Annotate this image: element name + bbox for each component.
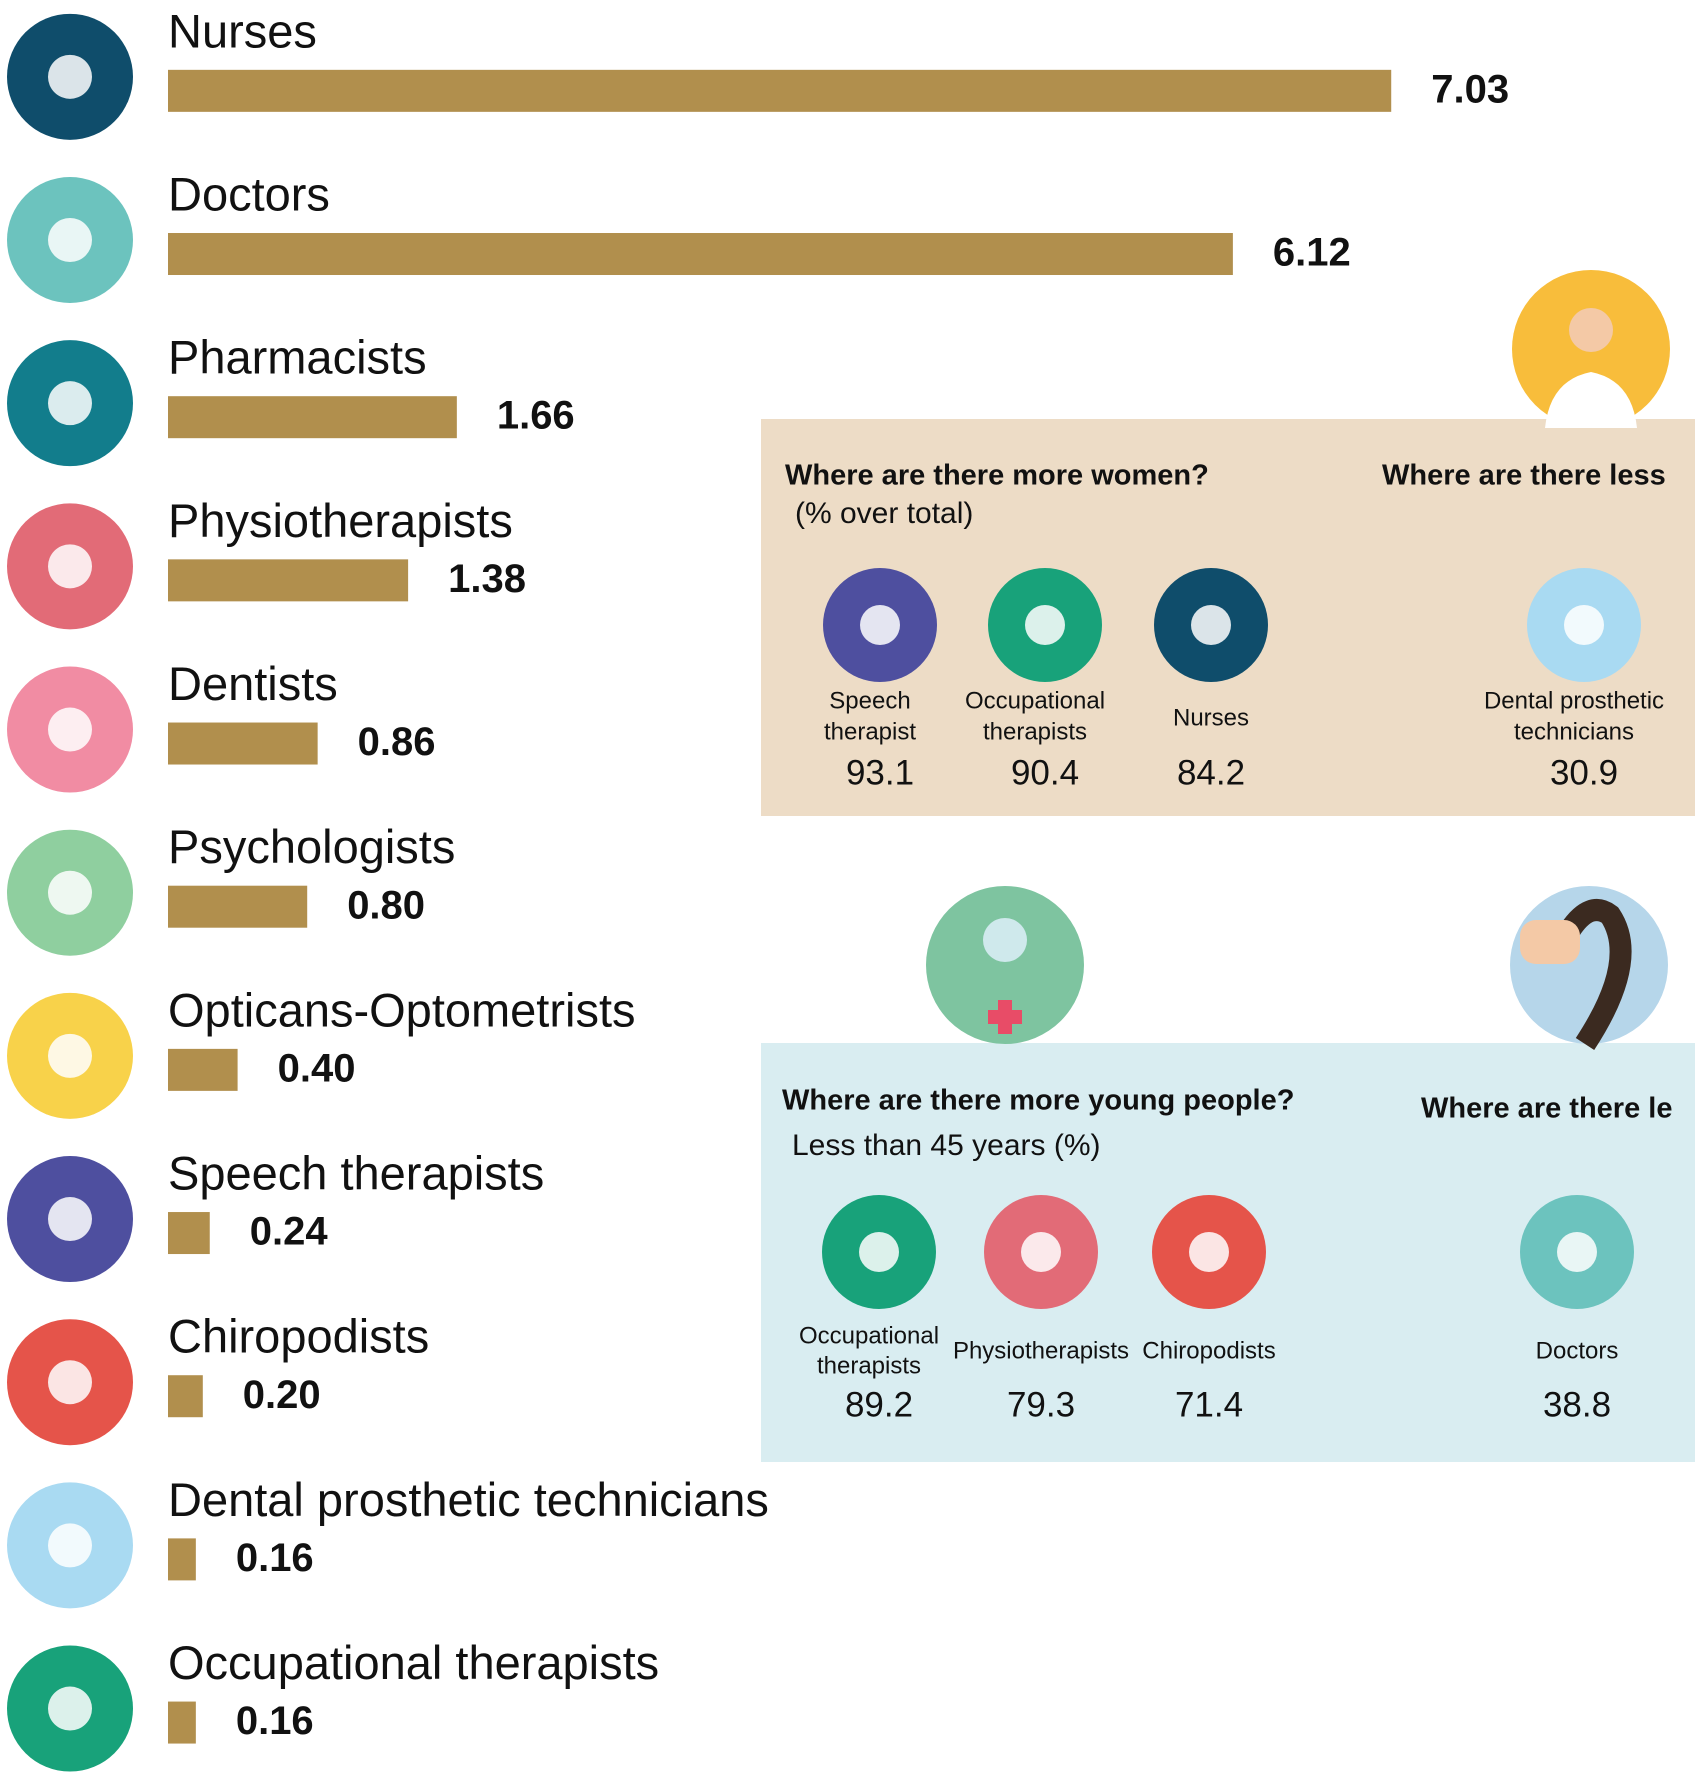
item-icon-glyph bbox=[1021, 1232, 1061, 1272]
item-icon-glyph bbox=[1564, 605, 1604, 645]
category-icon-glyph bbox=[48, 1523, 92, 1568]
item-label: Physiotherapists bbox=[953, 1337, 1129, 1364]
item-value: 89.2 bbox=[845, 1385, 913, 1424]
panel-title: Where are there le bbox=[1421, 1093, 1672, 1125]
bar bbox=[168, 885, 308, 928]
woman-icon-face bbox=[1569, 308, 1613, 352]
item-value: 90.4 bbox=[1011, 753, 1079, 792]
category-icon-glyph bbox=[48, 218, 92, 263]
item-value: 71.4 bbox=[1175, 1385, 1243, 1424]
category-label: Nurses bbox=[168, 4, 317, 57]
value-label: 0.20 bbox=[243, 1373, 321, 1417]
bar bbox=[168, 69, 1392, 112]
panel-title: Where are there less bbox=[1382, 460, 1666, 492]
woman-icon-coat bbox=[1545, 372, 1637, 428]
category-icon-glyph bbox=[48, 1197, 92, 1242]
value-label: 6.12 bbox=[1273, 231, 1351, 275]
value-label: 0.16 bbox=[236, 1536, 314, 1580]
item-label: Occupational bbox=[799, 1322, 939, 1349]
young-icon-cross bbox=[988, 1010, 1022, 1024]
category-label: Physiotherapists bbox=[168, 494, 513, 547]
item-label: Nurses bbox=[1173, 704, 1249, 731]
category-label: Pharmacists bbox=[168, 331, 427, 384]
category-icon-glyph bbox=[48, 544, 92, 589]
bar bbox=[168, 1212, 210, 1255]
item-label: Doctors bbox=[1536, 1337, 1619, 1364]
item-label: Dental prosthetic bbox=[1484, 687, 1664, 714]
item-value: 84.2 bbox=[1177, 753, 1245, 792]
category-label: Occupational therapists bbox=[168, 1636, 659, 1689]
item-label: therapists bbox=[817, 1352, 921, 1379]
panel-subtitle: Less than 45 years (%) bbox=[792, 1129, 1100, 1162]
category-icon-glyph bbox=[48, 54, 92, 99]
category-icon-glyph bbox=[48, 381, 92, 426]
item-label: Occupational bbox=[965, 687, 1105, 714]
item-value: 38.8 bbox=[1543, 1385, 1611, 1424]
old-icon-cane bbox=[1560, 899, 1632, 1051]
category-icon-glyph bbox=[48, 1360, 92, 1405]
category-icon-glyph bbox=[48, 1033, 92, 1078]
value-label: 1.38 bbox=[448, 557, 526, 601]
category-label: Psychologists bbox=[168, 820, 455, 873]
young-icon-head bbox=[983, 918, 1027, 962]
item-value: 93.1 bbox=[846, 753, 914, 792]
item-value: 30.9 bbox=[1550, 753, 1618, 792]
bar bbox=[168, 722, 318, 765]
item-label: therapist bbox=[824, 718, 916, 745]
category-label: Speech therapists bbox=[168, 1146, 544, 1199]
value-label: 0.24 bbox=[250, 1210, 329, 1254]
item-icon-glyph bbox=[1191, 605, 1231, 645]
old-icon-hand bbox=[1520, 920, 1580, 964]
value-label: 0.16 bbox=[236, 1699, 314, 1743]
panel-subtitle: (% over total) bbox=[795, 497, 973, 530]
item-icon-glyph bbox=[1557, 1232, 1597, 1272]
category-icon-glyph bbox=[48, 870, 92, 915]
item-label: technicians bbox=[1514, 718, 1634, 745]
bar bbox=[168, 1538, 196, 1581]
young-icon bbox=[926, 886, 1084, 1044]
item-label: Speech bbox=[829, 687, 910, 714]
category-icon-glyph bbox=[48, 707, 92, 752]
item-icon-glyph bbox=[859, 1232, 899, 1272]
value-label: 0.86 bbox=[358, 720, 436, 764]
item-label: Chiropodists bbox=[1142, 1337, 1275, 1364]
value-label: 0.80 bbox=[347, 883, 425, 927]
item-icon-glyph bbox=[1189, 1232, 1229, 1272]
category-icon-glyph bbox=[48, 1686, 92, 1731]
category-label: Chiropodists bbox=[168, 1310, 429, 1363]
category-label: Opticans-Optometrists bbox=[168, 983, 636, 1036]
panel-title: Where are there more young people? bbox=[782, 1085, 1294, 1117]
bar bbox=[168, 559, 409, 602]
category-label: Dentists bbox=[168, 657, 338, 710]
value-label: 0.40 bbox=[278, 1046, 356, 1090]
value-label: 7.03 bbox=[1431, 67, 1509, 111]
item-label: therapists bbox=[983, 718, 1087, 745]
item-value: 79.3 bbox=[1007, 1385, 1075, 1424]
bar bbox=[168, 1701, 196, 1744]
bar bbox=[168, 233, 1233, 276]
panel-title: Where are there more women? bbox=[785, 460, 1209, 492]
category-label: Dental prosthetic technicians bbox=[168, 1473, 769, 1526]
value-label: 1.66 bbox=[497, 394, 575, 438]
item-icon-glyph bbox=[1025, 605, 1065, 645]
item-icon-glyph bbox=[860, 605, 900, 645]
bar bbox=[168, 396, 457, 439]
bar bbox=[168, 1375, 203, 1418]
category-label: Doctors bbox=[168, 167, 330, 220]
bar bbox=[168, 1048, 238, 1091]
